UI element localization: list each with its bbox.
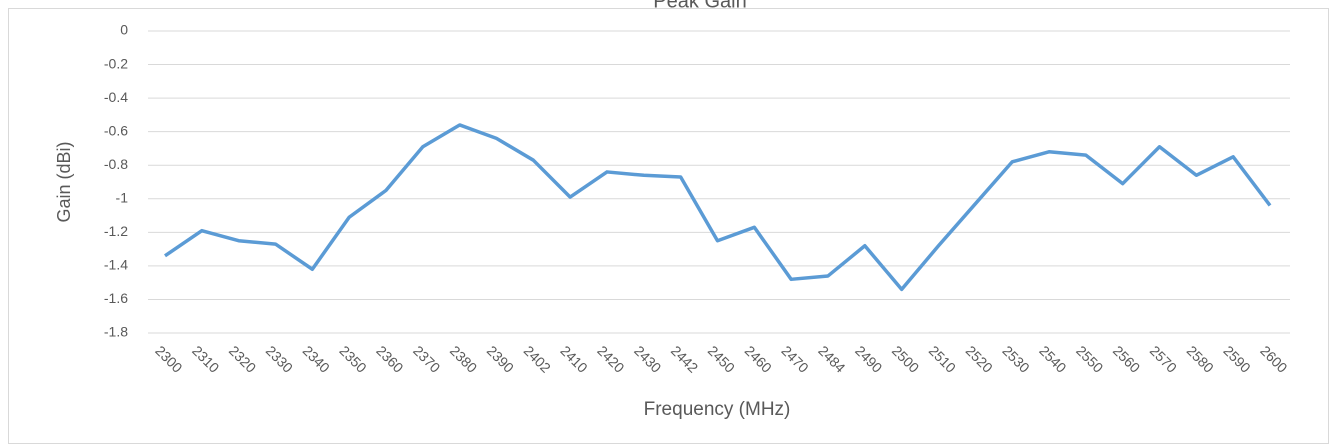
y-tick-label: 0 [120,22,128,38]
y-tick-label: -0.4 [104,89,128,105]
y-tick-label: -1.4 [104,257,128,273]
y-tick-label: -1.2 [104,223,128,239]
y-axis-label: Gain (dBi) [54,141,74,222]
y-tick-label: -0.6 [104,122,128,138]
x-axis-label: Frequency (MHz) [644,399,791,420]
y-tick-label: -1 [116,189,129,205]
y-tick-label: -1.6 [104,290,128,306]
y-tick-label: -0.8 [104,156,128,172]
chart-title: Peak Gain [653,0,746,12]
y-tick-label: -1.8 [104,324,128,340]
chart-border [8,8,1329,444]
y-tick-label: -0.2 [104,55,128,71]
data-line [164,123,1272,292]
